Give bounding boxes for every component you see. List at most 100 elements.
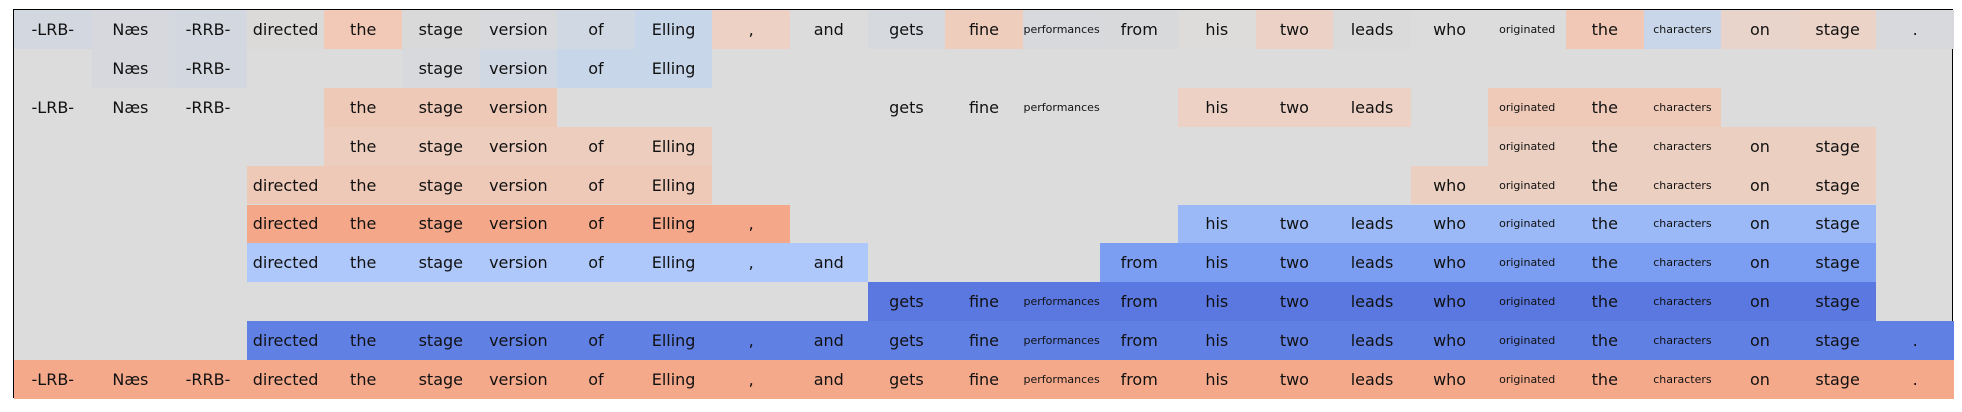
token-cell: stage	[1798, 321, 1877, 361]
token-cell: characters	[1643, 204, 1722, 244]
token-cell: on	[1721, 360, 1799, 399]
token-cell: stage	[402, 48, 480, 88]
token-cell: characters	[1643, 87, 1722, 127]
token-cell: fine	[945, 282, 1023, 322]
token-cell: on	[1721, 321, 1799, 361]
token-cell: his	[1178, 10, 1256, 49]
heatmap-row: the stage version of Elling originated the char…	[14, 126, 1952, 166]
token-cell: characters	[1643, 282, 1722, 322]
heatmap-row: directed the stage version of Elling, and from h…	[14, 243, 1952, 283]
token-cell: stage	[402, 10, 480, 49]
token-cell: on	[1721, 282, 1799, 322]
token-cell: two	[1255, 282, 1334, 322]
heatmap-row: Næs -RRB-stage version of Elling	[14, 48, 1952, 88]
token-cell: version	[479, 48, 558, 88]
token-cell: -RRB-	[169, 360, 247, 399]
token-cell: Elling	[634, 243, 713, 283]
token-cell: directed	[246, 204, 325, 244]
token-cell: Elling	[634, 165, 713, 205]
token-cell: on	[1721, 243, 1799, 283]
token-cell: stage	[402, 321, 480, 361]
token-cell: stage	[402, 126, 480, 166]
token-cell: characters	[1643, 126, 1722, 166]
token-cell: stage	[1798, 10, 1877, 49]
token-cell: of	[557, 10, 635, 49]
token-cell: of	[557, 360, 635, 399]
token-cell: gets	[867, 360, 946, 399]
token-cell: stage	[402, 243, 480, 283]
token-cell: on	[1721, 165, 1799, 205]
token-cell: originated	[1488, 321, 1566, 361]
token-cell: Elling	[634, 48, 713, 88]
token-cell: fine	[945, 87, 1023, 127]
token-cell: the	[1566, 10, 1644, 49]
token-cell: directed	[246, 321, 325, 361]
token-cell: the	[324, 204, 402, 244]
token-cell: his	[1178, 321, 1256, 361]
token-cell: Elling	[634, 126, 713, 166]
token-cell: on	[1721, 10, 1799, 49]
token-cell: stage	[1798, 126, 1877, 166]
token-cell: from	[1100, 321, 1178, 361]
heatmap-row: directed the stage version of Elling who origin…	[14, 165, 1952, 205]
token-cell: the	[1566, 87, 1644, 127]
token-cell: version	[479, 360, 558, 399]
token-cell: -LRB-	[14, 10, 92, 49]
token-cell: directed	[246, 10, 325, 49]
token-cell: of	[557, 243, 635, 283]
token-cell: and	[790, 360, 868, 399]
token-cell: originated	[1488, 126, 1566, 166]
token-cell: gets	[867, 321, 946, 361]
token-cell: gets	[867, 87, 946, 127]
token-cell: stage	[402, 204, 480, 244]
token-cell: and	[790, 10, 868, 49]
token-cell: Næs	[91, 87, 170, 127]
token-cell: originated	[1488, 282, 1566, 322]
heatmap-row: -LRB- Næs -RRB-directed the stage version of El…	[14, 360, 1954, 399]
token-cell: performances	[1022, 282, 1101, 322]
token-cell: two	[1255, 321, 1334, 361]
token-cell: ,	[712, 243, 790, 283]
token-cell: fine	[945, 10, 1023, 49]
token-cell: from	[1100, 282, 1178, 322]
token-cell: two	[1255, 360, 1334, 399]
token-cell: leads	[1333, 10, 1411, 49]
token-cell: stage	[1798, 360, 1877, 399]
token-cell: originated	[1488, 243, 1566, 283]
token-cell: Elling	[634, 204, 713, 244]
token-cell: of	[557, 204, 635, 244]
token-cell: performances	[1022, 360, 1101, 399]
token-cell: leads	[1333, 321, 1411, 361]
token-cell: the	[1566, 126, 1644, 166]
token-cell: version	[479, 204, 558, 244]
token-cell: two	[1255, 204, 1334, 244]
token-cell: ,	[712, 360, 790, 399]
token-cell: -RRB-	[169, 10, 247, 49]
token-cell: originated	[1488, 360, 1566, 399]
token-cell: his	[1178, 243, 1256, 283]
token-cell: the	[324, 243, 402, 283]
token-cell: leads	[1333, 243, 1411, 283]
token-cell: his	[1178, 360, 1256, 399]
token-cell: leads	[1333, 360, 1411, 399]
token-cell: of	[557, 126, 635, 166]
token-cell: version	[479, 126, 558, 166]
token-cell: of	[557, 48, 635, 88]
token-cell: version	[479, 87, 558, 127]
token-cell: stage	[402, 360, 480, 399]
token-cell: stage	[1798, 165, 1877, 205]
token-cell: ,	[712, 321, 790, 361]
token-cell: from	[1100, 243, 1178, 283]
token-cell: gets	[867, 282, 946, 322]
token-cell: ,	[712, 204, 790, 244]
token-cell: -LRB-	[14, 360, 92, 399]
token-cell: directed	[246, 243, 325, 283]
token-cell: version	[479, 321, 558, 361]
token-cell: -LRB-	[14, 87, 92, 127]
token-cell: who	[1410, 321, 1489, 361]
token-cell: leads	[1333, 204, 1411, 244]
token-cell: directed	[246, 165, 325, 205]
token-cell: from	[1100, 360, 1178, 399]
token-cell: of	[557, 321, 635, 361]
token-cell: gets	[867, 10, 946, 49]
